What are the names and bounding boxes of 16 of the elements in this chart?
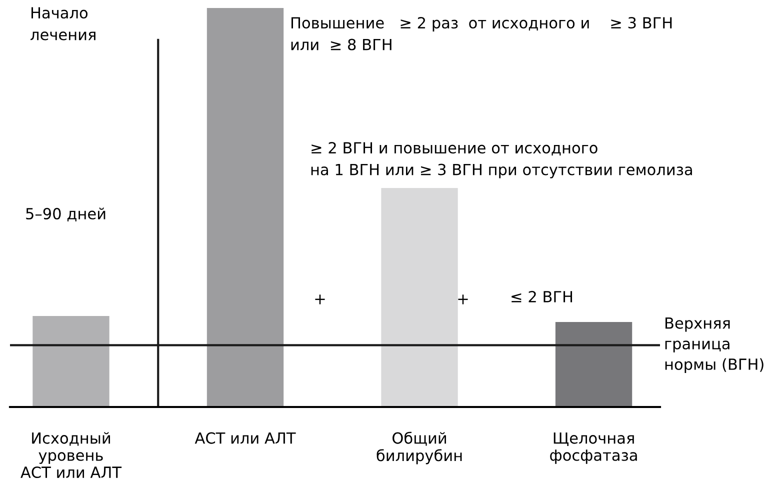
annotation: 5–90 дней (26, 208, 106, 222)
annotation: ≥ 2 ВГН и повышение от исходного на 1 ВГН или ≥ 3 ВГН при отсутствии гемолиза (311, 142, 692, 178)
bar (381, 188, 458, 407)
x-tick-label: АСТ или АЛТ (194, 432, 296, 444)
bar (555, 322, 632, 407)
annotation: + (315, 294, 325, 304)
bar (206, 8, 284, 407)
x-tick-label: Общий билирубин (376, 432, 462, 464)
ref-line-label: Верхняя граница нормы (ВГН) (665, 317, 764, 373)
annotation: ≤ 2 ВГН (512, 290, 572, 302)
x-tick-label: Исходный уровень АСТ или АЛТ (20, 432, 122, 478)
annotation: Начало лечения (30, 7, 96, 40)
annotation: + (458, 294, 468, 304)
annotation: Повышение ≥ 2 раз от исходного и ≥ 3 ВГН или ≥ 8 ВГН (291, 17, 672, 50)
bar (32, 316, 110, 407)
x-tick-label: Щелочная фосфатаза (550, 432, 637, 464)
